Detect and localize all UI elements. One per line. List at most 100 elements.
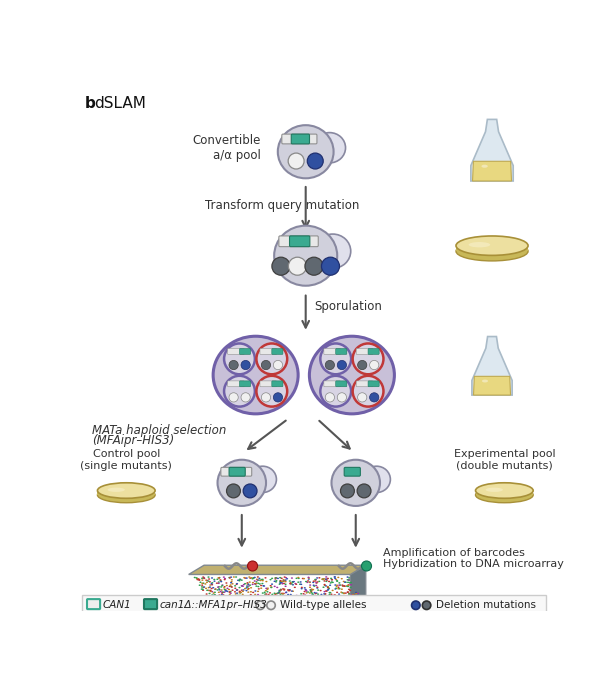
Ellipse shape (264, 592, 265, 593)
Ellipse shape (223, 576, 225, 578)
Polygon shape (472, 337, 512, 395)
Ellipse shape (201, 589, 204, 590)
Ellipse shape (264, 594, 266, 595)
Ellipse shape (198, 585, 201, 586)
Ellipse shape (301, 588, 302, 589)
Ellipse shape (213, 336, 298, 414)
Ellipse shape (310, 591, 312, 592)
Ellipse shape (312, 594, 314, 596)
Ellipse shape (248, 588, 249, 589)
Ellipse shape (203, 587, 205, 588)
Ellipse shape (355, 593, 357, 594)
Ellipse shape (241, 361, 250, 370)
Ellipse shape (254, 581, 256, 582)
FancyBboxPatch shape (272, 381, 283, 387)
Ellipse shape (251, 577, 253, 578)
Ellipse shape (331, 460, 380, 506)
Ellipse shape (328, 595, 331, 596)
Ellipse shape (216, 589, 219, 591)
Ellipse shape (224, 589, 227, 590)
Ellipse shape (213, 578, 216, 581)
Ellipse shape (350, 582, 352, 583)
Ellipse shape (246, 583, 248, 585)
Ellipse shape (218, 577, 220, 578)
Ellipse shape (310, 590, 312, 592)
Ellipse shape (257, 583, 259, 584)
Ellipse shape (222, 592, 224, 593)
Ellipse shape (267, 587, 269, 589)
Ellipse shape (280, 589, 282, 591)
Ellipse shape (224, 579, 225, 581)
Ellipse shape (316, 587, 318, 588)
Ellipse shape (299, 583, 301, 585)
Ellipse shape (259, 580, 262, 581)
Ellipse shape (240, 592, 241, 593)
Ellipse shape (208, 587, 210, 588)
Ellipse shape (315, 582, 317, 583)
Ellipse shape (283, 588, 285, 590)
Ellipse shape (348, 589, 350, 590)
Text: Deletion mutations: Deletion mutations (436, 600, 536, 610)
Ellipse shape (206, 589, 208, 591)
Ellipse shape (235, 589, 238, 591)
Ellipse shape (353, 376, 383, 407)
Ellipse shape (230, 582, 232, 583)
Ellipse shape (328, 595, 330, 596)
Ellipse shape (279, 581, 282, 582)
Ellipse shape (336, 592, 338, 593)
Ellipse shape (324, 585, 326, 586)
Ellipse shape (198, 578, 200, 580)
Ellipse shape (357, 484, 371, 498)
Ellipse shape (237, 580, 239, 581)
Ellipse shape (312, 585, 315, 586)
Ellipse shape (256, 344, 287, 374)
Ellipse shape (309, 589, 312, 591)
Ellipse shape (288, 257, 306, 275)
Ellipse shape (320, 344, 351, 374)
Text: Amplification of barcodes
Hybridization to DNA microarray: Amplification of barcodes Hybridization … (383, 548, 564, 569)
Ellipse shape (231, 586, 233, 588)
Ellipse shape (284, 595, 286, 596)
Ellipse shape (254, 583, 256, 585)
Ellipse shape (271, 578, 273, 579)
Ellipse shape (275, 580, 277, 581)
Ellipse shape (257, 586, 259, 587)
Text: Transform query mutation: Transform query mutation (205, 199, 360, 212)
Ellipse shape (283, 593, 285, 594)
Ellipse shape (362, 561, 371, 571)
Ellipse shape (202, 589, 204, 591)
Ellipse shape (261, 596, 262, 597)
Ellipse shape (222, 592, 224, 593)
Ellipse shape (338, 588, 339, 589)
Polygon shape (472, 161, 511, 181)
Ellipse shape (346, 585, 348, 587)
Ellipse shape (318, 581, 320, 582)
Ellipse shape (331, 578, 333, 581)
Ellipse shape (288, 590, 290, 592)
Ellipse shape (198, 579, 200, 581)
Ellipse shape (285, 596, 287, 597)
Ellipse shape (243, 595, 246, 596)
Ellipse shape (341, 592, 343, 594)
Ellipse shape (302, 593, 304, 594)
Ellipse shape (296, 578, 298, 579)
Ellipse shape (261, 579, 262, 581)
Ellipse shape (314, 580, 317, 582)
Ellipse shape (333, 595, 334, 596)
Ellipse shape (266, 591, 269, 593)
Ellipse shape (244, 583, 246, 585)
Ellipse shape (456, 236, 528, 256)
Ellipse shape (338, 585, 340, 586)
Ellipse shape (244, 577, 246, 579)
Ellipse shape (338, 588, 341, 589)
Ellipse shape (345, 592, 347, 594)
Ellipse shape (337, 576, 339, 578)
Ellipse shape (290, 583, 291, 585)
Ellipse shape (247, 589, 249, 590)
Ellipse shape (209, 586, 211, 588)
Ellipse shape (267, 601, 275, 609)
Ellipse shape (230, 585, 232, 586)
Polygon shape (471, 120, 513, 181)
Ellipse shape (242, 585, 244, 587)
Ellipse shape (304, 591, 306, 592)
